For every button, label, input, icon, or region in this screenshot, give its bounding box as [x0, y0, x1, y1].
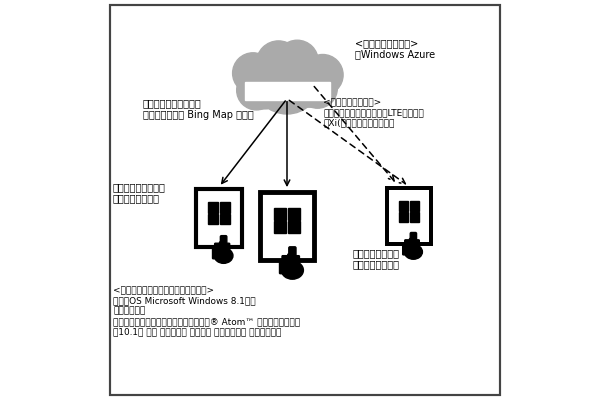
FancyBboxPatch shape [224, 243, 230, 253]
Circle shape [276, 40, 318, 82]
Text: <高速ネットワーク>
端末とクラウドをドコモのLTEサービス
「Xi(クロッシィ）」で接続: <高速ネットワーク> 端末とクラウドをドコモのLTEサービス 「Xi(クロッシィ… [323, 98, 424, 128]
Bar [220, 202, 230, 213]
Ellipse shape [281, 261, 303, 279]
Circle shape [239, 58, 290, 109]
Text: <民生委員が使用するタブレット端末>
・最新OS Microsoft Windows 8.1搭載
・専用アプリ
・タブレット端末向けの最新のインテル® Atom: <民生委員が使用するタブレット端末> ・最新OS Microsoft Windo… [113, 286, 300, 337]
Bar [410, 201, 420, 211]
Bar [410, 212, 420, 222]
Bar [208, 202, 218, 213]
FancyBboxPatch shape [196, 189, 242, 247]
FancyBboxPatch shape [279, 261, 289, 274]
Bar [398, 212, 408, 222]
Text: 住民の方の情報を管理
・地図サービス Bing Map と連携: 住民の方の情報を管理 ・地図サービス Bing Map と連携 [143, 98, 254, 120]
Circle shape [232, 53, 273, 94]
FancyBboxPatch shape [414, 240, 419, 249]
Circle shape [284, 56, 335, 107]
Circle shape [253, 46, 321, 114]
FancyBboxPatch shape [404, 240, 410, 249]
FancyBboxPatch shape [220, 242, 225, 253]
Bar [398, 201, 408, 211]
Ellipse shape [214, 248, 233, 263]
FancyBboxPatch shape [289, 247, 296, 266]
FancyBboxPatch shape [212, 248, 220, 259]
FancyBboxPatch shape [215, 243, 220, 253]
Bar [274, 208, 286, 220]
Circle shape [237, 70, 276, 110]
FancyBboxPatch shape [409, 238, 415, 249]
Circle shape [303, 54, 343, 95]
FancyBboxPatch shape [260, 192, 314, 260]
Circle shape [298, 69, 337, 108]
Bar [208, 214, 218, 224]
FancyBboxPatch shape [110, 5, 500, 395]
Bar [274, 222, 286, 234]
Text: 活動報告を記録、
クラウド上で管理: 活動報告を記録、 クラウド上で管理 [352, 248, 399, 270]
Bar [245, 82, 329, 100]
FancyBboxPatch shape [288, 254, 293, 266]
Bar [288, 208, 300, 220]
FancyBboxPatch shape [387, 188, 431, 244]
Bar [220, 214, 230, 224]
FancyBboxPatch shape [220, 236, 227, 252]
Text: <クラウドサービス>
・Windows Azure: <クラウドサービス> ・Windows Azure [355, 38, 435, 60]
Text: 住民に役立つ情報を
タブレットで提示: 住民に役立つ情報を タブレットで提示 [113, 182, 166, 204]
FancyBboxPatch shape [282, 256, 288, 266]
Bar [288, 222, 300, 234]
Circle shape [256, 41, 301, 85]
FancyBboxPatch shape [411, 232, 417, 249]
FancyBboxPatch shape [293, 256, 300, 266]
FancyBboxPatch shape [403, 244, 410, 255]
Ellipse shape [404, 244, 422, 259]
